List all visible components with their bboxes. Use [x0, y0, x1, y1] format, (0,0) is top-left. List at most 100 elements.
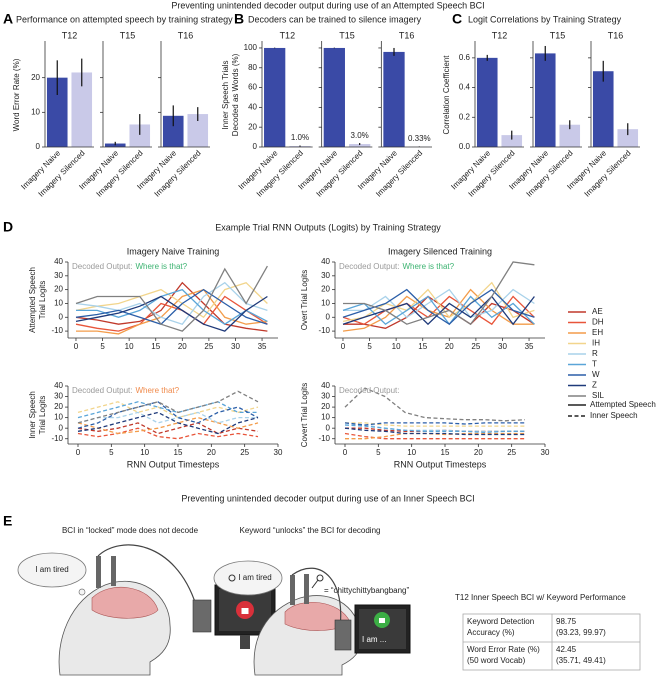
- y-tick-label: -10: [318, 434, 330, 443]
- x-tick-label: 15: [174, 448, 183, 457]
- annotation-part: Where is that?: [402, 262, 454, 271]
- legend-label: Z: [592, 381, 597, 390]
- facet-title: T15: [120, 30, 136, 40]
- y-tick-label: 30: [321, 271, 330, 280]
- y-tick-label: 30: [54, 271, 63, 280]
- x-tick-label: Imagery Silenced: [467, 149, 517, 199]
- y-tick-label: 0: [326, 423, 331, 432]
- x-tick-label: Imagery Silenced: [153, 149, 203, 199]
- y-tick-label: -10: [51, 434, 63, 443]
- illustration-left: BCI in “locked” mode does not decode I a…: [17, 526, 276, 676]
- y-axis-label: Inner Speech Trials: [221, 61, 230, 130]
- x-tick-label: 5: [100, 342, 105, 351]
- x-tick-label: 0: [76, 448, 81, 457]
- bar: [349, 144, 371, 147]
- y-tick-label: 0.0: [459, 142, 471, 151]
- table-cell: (93.23, 99.97): [556, 628, 606, 637]
- series-line: [77, 411, 258, 424]
- x-tick-label: Imagery Silenced: [255, 149, 305, 199]
- y-tick-label: 40: [54, 257, 63, 266]
- y-tick-label: 30: [54, 392, 63, 401]
- y-tick-label: 0.6: [459, 53, 471, 62]
- x-tick-label: 20: [474, 448, 483, 457]
- chart-title: Imagery Silenced Training: [388, 246, 492, 256]
- panel-label: E: [3, 513, 12, 529]
- y-tick-label: 20: [248, 122, 257, 131]
- y-tick-label: 0.2: [459, 112, 471, 121]
- panel-label: D: [3, 219, 13, 235]
- panel-label: A: [3, 11, 13, 27]
- x-tick-label: Imagery Silenced: [315, 149, 365, 199]
- table-cell: Accuracy (%): [467, 628, 515, 637]
- legend-label: T: [592, 360, 597, 369]
- bar: [476, 57, 498, 147]
- x-tick-label: 20: [178, 342, 187, 351]
- facet-title: T15: [550, 30, 566, 40]
- y-axis-label: Word Error Rate (%): [12, 58, 21, 131]
- x-tick-label: 35: [258, 342, 267, 351]
- table-cell: (35.71, 49.41): [556, 656, 606, 665]
- y-axis-label: Covert Trial Logits: [300, 383, 309, 447]
- x-tick-label: 10: [140, 448, 149, 457]
- x-tick-label: 15: [418, 342, 427, 351]
- figure-title: Preventing unintended decoder output dur…: [171, 0, 484, 10]
- chart-title: Logit Correlations by Training Strategy: [468, 14, 622, 24]
- series-line: [343, 261, 535, 326]
- x-tick-label: 20: [445, 342, 454, 351]
- y-tick-label: -10: [318, 326, 330, 335]
- y-axis-label: Attempted Speech: [28, 267, 37, 333]
- x-tick-label: 25: [204, 342, 213, 351]
- x-tick-label: 30: [541, 448, 550, 457]
- facet-title: T16: [608, 30, 624, 40]
- legend-label: AE: [592, 307, 603, 316]
- facet-title: T16: [399, 30, 415, 40]
- series-line: [345, 422, 525, 427]
- x-tick-label: 10: [392, 342, 401, 351]
- series-line: [75, 265, 268, 332]
- series-line: [75, 281, 268, 325]
- bar: [559, 124, 581, 147]
- y-tick-label: 0.4: [459, 83, 471, 92]
- legend-label: EH: [592, 328, 603, 337]
- caption: Keyword “unlocks” the BCI for decoding: [240, 526, 381, 535]
- bar: [383, 51, 405, 147]
- caption: BCI in “locked” mode does not decode: [62, 526, 199, 535]
- y-tick-label: 0: [36, 142, 41, 151]
- series-line: [77, 427, 259, 440]
- keyword: = “chittychittybangbang”: [324, 586, 409, 595]
- legend-label: R: [592, 349, 598, 358]
- annotation: Decoded Output: Where is that?: [72, 262, 188, 271]
- bar: [71, 72, 93, 147]
- y-tick-label: 40: [54, 381, 63, 390]
- y-axis-label: Decoded as Words (%): [231, 53, 240, 136]
- facet-title: T12: [492, 30, 508, 40]
- y-axis-label: Trial Logits: [38, 396, 47, 435]
- y-tick-label: 20: [54, 285, 63, 294]
- x-tick-label: 15: [151, 342, 160, 351]
- table-cell: Keyword Detection: [467, 617, 534, 626]
- bar: [129, 124, 151, 147]
- y-tick-label: 20: [54, 402, 63, 411]
- x-tick-label: 30: [274, 448, 283, 457]
- y-tick-label: 10: [54, 299, 63, 308]
- annotation-part: Where that?: [135, 386, 179, 395]
- annotation-part: Decoded Output:: [72, 262, 132, 271]
- legend-label: DH: [592, 318, 604, 327]
- y-tick-label: 0: [326, 312, 331, 321]
- x-tick-label: 10: [125, 342, 134, 351]
- bar: [323, 47, 345, 148]
- series-line: [344, 427, 525, 436]
- annotation-part: Decoded Output:: [339, 386, 399, 395]
- table-cell: Word Error Rate (%): [467, 645, 540, 654]
- y-tick-label: 10: [321, 299, 330, 308]
- table-cell: 98.75: [556, 617, 577, 626]
- y-tick-label: 30: [321, 392, 330, 401]
- y-tick-label: 10: [54, 413, 63, 422]
- x-tick-label: 0: [74, 342, 79, 351]
- y-tick-label: -10: [51, 326, 63, 335]
- x-tick-label: 20: [207, 448, 216, 457]
- annotation: Decoded Output:: [339, 386, 399, 395]
- x-tick-label: 30: [498, 342, 507, 351]
- annotation: Decoded Output: Where that?: [72, 386, 180, 395]
- series-line: [345, 432, 525, 440]
